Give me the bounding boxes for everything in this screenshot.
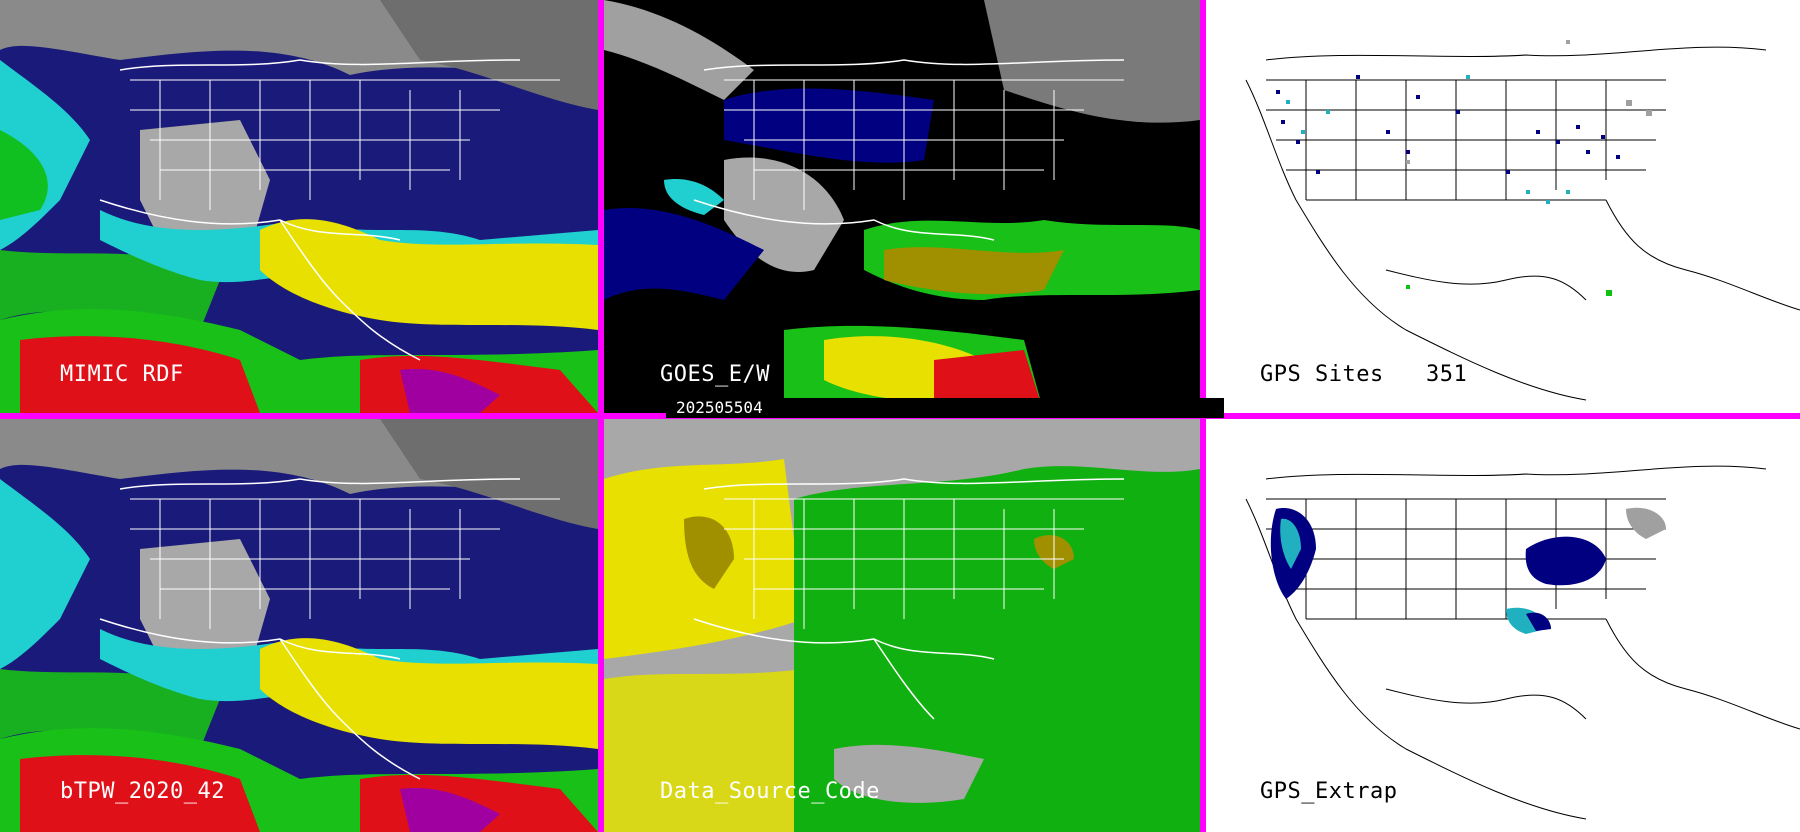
btpw-map [0, 419, 598, 832]
data-source-code-label: Data_Source_Code [660, 779, 880, 804]
btpw-panel: bTPW_2020_42 [0, 419, 598, 832]
data-source-code-panel: Data_Source_Code [604, 419, 1200, 832]
gps-extrap-panel: GPS_Extrap [1206, 419, 1800, 832]
btpw-label: bTPW_2020_42 [60, 779, 225, 804]
gps-sites-label: GPS Sites [1260, 362, 1384, 387]
gps-extrap-map [1206, 419, 1800, 832]
gps-sites-map [1206, 0, 1800, 413]
goes-ew-panel: GOES_E/W [604, 0, 1200, 413]
data-source-code-map [604, 419, 1200, 832]
gps-extrap-label: GPS_Extrap [1260, 779, 1398, 804]
gps-sites-count: 351 [1426, 362, 1468, 387]
goes-ew-map [604, 0, 1200, 413]
mimic-rdf-panel: MIMIC RDF [0, 0, 598, 413]
mimic-rdf-map [0, 0, 598, 413]
goes-ew-label: GOES_E/W [660, 362, 770, 387]
mimic-rdf-label: MIMIC RDF [60, 362, 184, 387]
gps-sites-panel: GPS Sites 351 [1206, 0, 1800, 413]
timestamp: 202505504 [676, 398, 763, 417]
timestamp-bar: 202505504 [666, 398, 1224, 418]
